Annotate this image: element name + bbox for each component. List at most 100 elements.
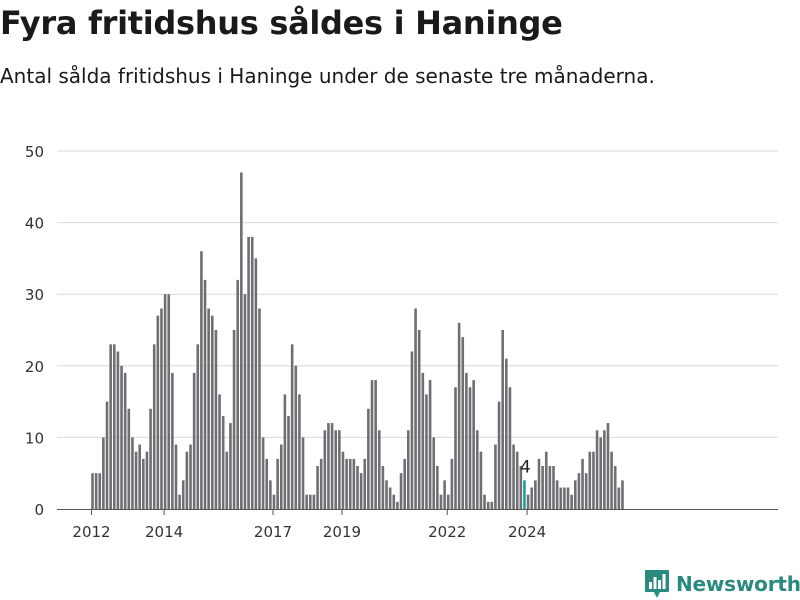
bar [272,494,276,509]
bar [425,394,428,509]
bar [454,387,457,509]
bar [171,372,174,509]
bar [541,466,544,509]
bar [330,423,334,509]
bar [287,415,290,509]
bar [218,394,221,509]
bar [584,473,588,509]
bar [613,466,617,509]
chart-subtitle: Antal sålda fritidshus i Haninge under d… [0,64,655,88]
bar [109,344,112,509]
y-tick-label: 40 [25,215,44,233]
bar [131,437,134,509]
bar [345,458,348,509]
bar [221,415,225,509]
bar [298,394,301,509]
bar [283,394,287,509]
bar [370,380,374,509]
bar [214,330,218,509]
bar [461,337,465,509]
bar [167,294,171,509]
bar [156,315,160,509]
bar [367,408,370,509]
bar [178,494,181,509]
bar [356,466,359,509]
bar [552,466,555,509]
bar [240,172,243,510]
bar [621,480,624,509]
bar [229,423,232,509]
bar [410,351,414,509]
bar [250,236,254,510]
bar [407,430,410,509]
bar [399,473,403,509]
bar [432,437,436,509]
highlight-bar [523,480,526,509]
bar [258,308,261,509]
newsworthy-brand[interactable]: Newsworthy [644,568,800,600]
bar [465,372,468,509]
bar [91,473,94,509]
bar [501,330,504,509]
bar [577,473,581,509]
y-tick-label: 30 [25,286,44,304]
bar [497,401,501,509]
bar [94,473,98,509]
bar [436,466,439,509]
x-tick-label: 2024 [508,523,546,541]
bar [98,473,102,509]
bar [588,451,592,509]
bar [606,423,610,509]
bar [232,330,236,509]
bar [142,458,145,509]
bar [189,444,192,509]
y-tick-label: 0 [34,501,44,519]
bar [185,451,189,509]
bar-chart: 0 10 20 30 40 50 2012 2014 2017 2019 2022 2024 4 [25,143,778,541]
bar [138,444,141,509]
x-tick-label: 2019 [323,523,361,541]
bar [519,466,523,509]
bar [323,430,327,509]
bar [181,480,185,509]
bar [450,458,454,509]
bar [505,358,508,509]
bar [316,466,319,509]
bar [207,308,210,509]
bar [603,430,606,509]
bar [457,322,461,509]
bar [396,501,399,509]
bar [163,294,167,509]
bar [555,480,559,509]
bar [294,365,298,509]
bar [334,430,338,509]
bar [530,487,534,509]
bar [348,458,352,509]
bar [508,387,512,509]
bar [570,494,573,509]
bar [116,351,120,509]
highlight-value-label: 4 [520,457,531,477]
bar [363,458,367,509]
bar [149,408,152,509]
chart-title: Fyra fritidshus såldes i Haninge [0,4,563,42]
bar [196,344,200,509]
bar [610,451,613,509]
bar [617,487,621,509]
bar [359,473,363,509]
bar [443,480,446,509]
bar [548,466,552,509]
bar [123,372,127,509]
x-tick-label: 2014 [145,523,183,541]
bar [269,480,272,509]
bar [254,258,258,509]
bar [319,458,323,509]
bar [494,444,497,509]
bar [134,451,138,509]
bar [120,365,123,509]
bar [301,437,305,509]
bar [112,344,116,509]
bar [439,494,443,509]
bar [305,494,308,509]
bar [312,494,316,509]
